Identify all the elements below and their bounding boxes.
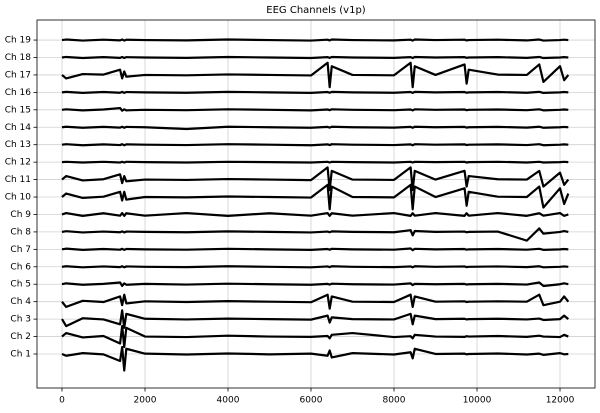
y-tick-label: Ch 15 [5,105,31,115]
channel-trace [61,55,569,60]
channel-trace [61,166,570,192]
y-tick-label: Ch 8 [10,227,31,237]
y-tick-label: Ch 13 [5,140,31,150]
y-tick-label: Ch 2 [10,332,31,342]
channel-trace [61,143,569,147]
y-tick-label: Ch 14 [5,123,32,133]
channel-trace [61,265,569,269]
channel-trace [61,309,570,329]
channel-trace [61,281,569,288]
channel-trace [61,324,569,349]
channel-trace [61,90,569,94]
x-tick-label: 2000 [134,396,157,406]
y-tick-label: Ch 18 [5,53,32,63]
x-tick-label: 6000 [300,396,323,406]
x-tick-label: 12000 [546,396,575,406]
x-tick-label: 8000 [383,396,406,406]
channel-trace [61,345,569,372]
y-tick-label: Ch 9 [10,210,31,220]
y-tick-label: Ch 19 [5,36,32,46]
y-tick-label: Ch 11 [5,175,31,185]
y-tick-label: Ch 12 [5,158,31,168]
y-tick-label: Ch 10 [5,193,32,203]
y-tick-label: Ch 17 [5,70,31,80]
x-tick-label: 0 [59,396,65,406]
channel-trace [61,38,569,42]
y-tick-label: Ch 3 [10,315,31,325]
x-tick-label: 4000 [217,396,240,406]
channel-trace [61,106,569,112]
y-tick-label: Ch 5 [10,280,31,290]
plot [61,38,570,372]
y-tick-label: Ch 1 [10,349,31,359]
channel-trace [61,227,569,242]
y-tick-label: Ch 4 [10,297,31,307]
channel-trace [61,61,570,89]
y-tick-label: Ch 7 [10,245,31,255]
channel-trace [61,247,569,252]
channel-trace [61,183,570,211]
channel-trace [61,211,569,217]
y-tick-label: Ch 6 [10,262,31,272]
channel-trace [61,125,569,131]
y-tick-label: Ch 16 [5,88,32,98]
chart-title: EEG Channels (v1p) [266,5,366,16]
axes-frame [36,19,596,389]
channel-trace [61,160,569,164]
x-tick-label: 10000 [463,396,492,406]
channel-trace [61,293,570,310]
